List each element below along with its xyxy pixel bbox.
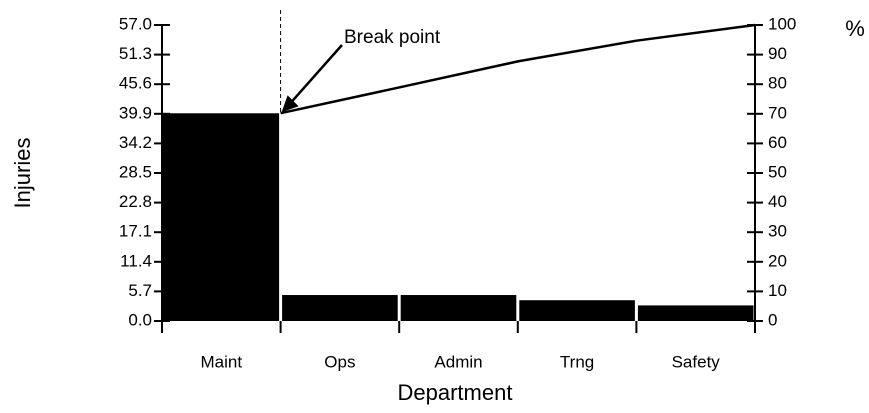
y2-tick-label: 20 <box>768 251 787 270</box>
bar <box>519 300 635 321</box>
arrow-head <box>281 95 299 113</box>
y2-tick-label: 50 <box>768 162 787 181</box>
y2-tick-label: 100 <box>768 14 796 33</box>
y-tick-label: 17.1 <box>119 222 152 241</box>
y2-tick-label: 90 <box>768 44 787 63</box>
x-tick-label: Safety <box>672 352 721 371</box>
x-axis-title: Department <box>398 380 513 405</box>
y-tick-label: 22.8 <box>119 192 152 211</box>
arrow-shaft <box>287 44 343 107</box>
y-tick-label: 11.4 <box>120 251 152 270</box>
bar <box>400 295 517 321</box>
y-tick-label: 51.3 <box>119 44 152 63</box>
y2-tick-label: 60 <box>768 133 787 152</box>
y-tick-label: 34.2 <box>119 133 152 152</box>
y-tick-label: 45.6 <box>119 74 152 93</box>
x-tick-label: Admin <box>434 352 482 371</box>
y-tick-label: 28.5 <box>119 162 152 181</box>
y2-tick-label: 10 <box>768 281 787 300</box>
y-tick-label: 57.0 <box>119 14 152 33</box>
y2-tick-label: 80 <box>768 74 787 93</box>
y2-tick-label: 0 <box>768 310 777 329</box>
y-tick-label: 5.7 <box>128 281 152 300</box>
cumulative-line <box>280 23 756 115</box>
y2-axis-title: % <box>845 16 865 41</box>
bar <box>162 113 280 321</box>
y2-tick-label: 70 <box>768 103 787 122</box>
x-tick-label: Trng <box>560 352 594 371</box>
bar <box>637 305 754 321</box>
y-tick-label: 0.0 <box>128 310 152 329</box>
x-tick-label: Ops <box>324 352 355 371</box>
bar <box>282 295 398 321</box>
y-tick-label: 39.9 <box>119 103 152 122</box>
y2-tick-label: 40 <box>768 192 787 211</box>
annotation: Break point <box>344 27 441 48</box>
y2-tick-label: 30 <box>768 222 787 241</box>
x-tick-label: Maint <box>201 352 243 371</box>
y-axis-title: Injuries <box>10 138 35 209</box>
